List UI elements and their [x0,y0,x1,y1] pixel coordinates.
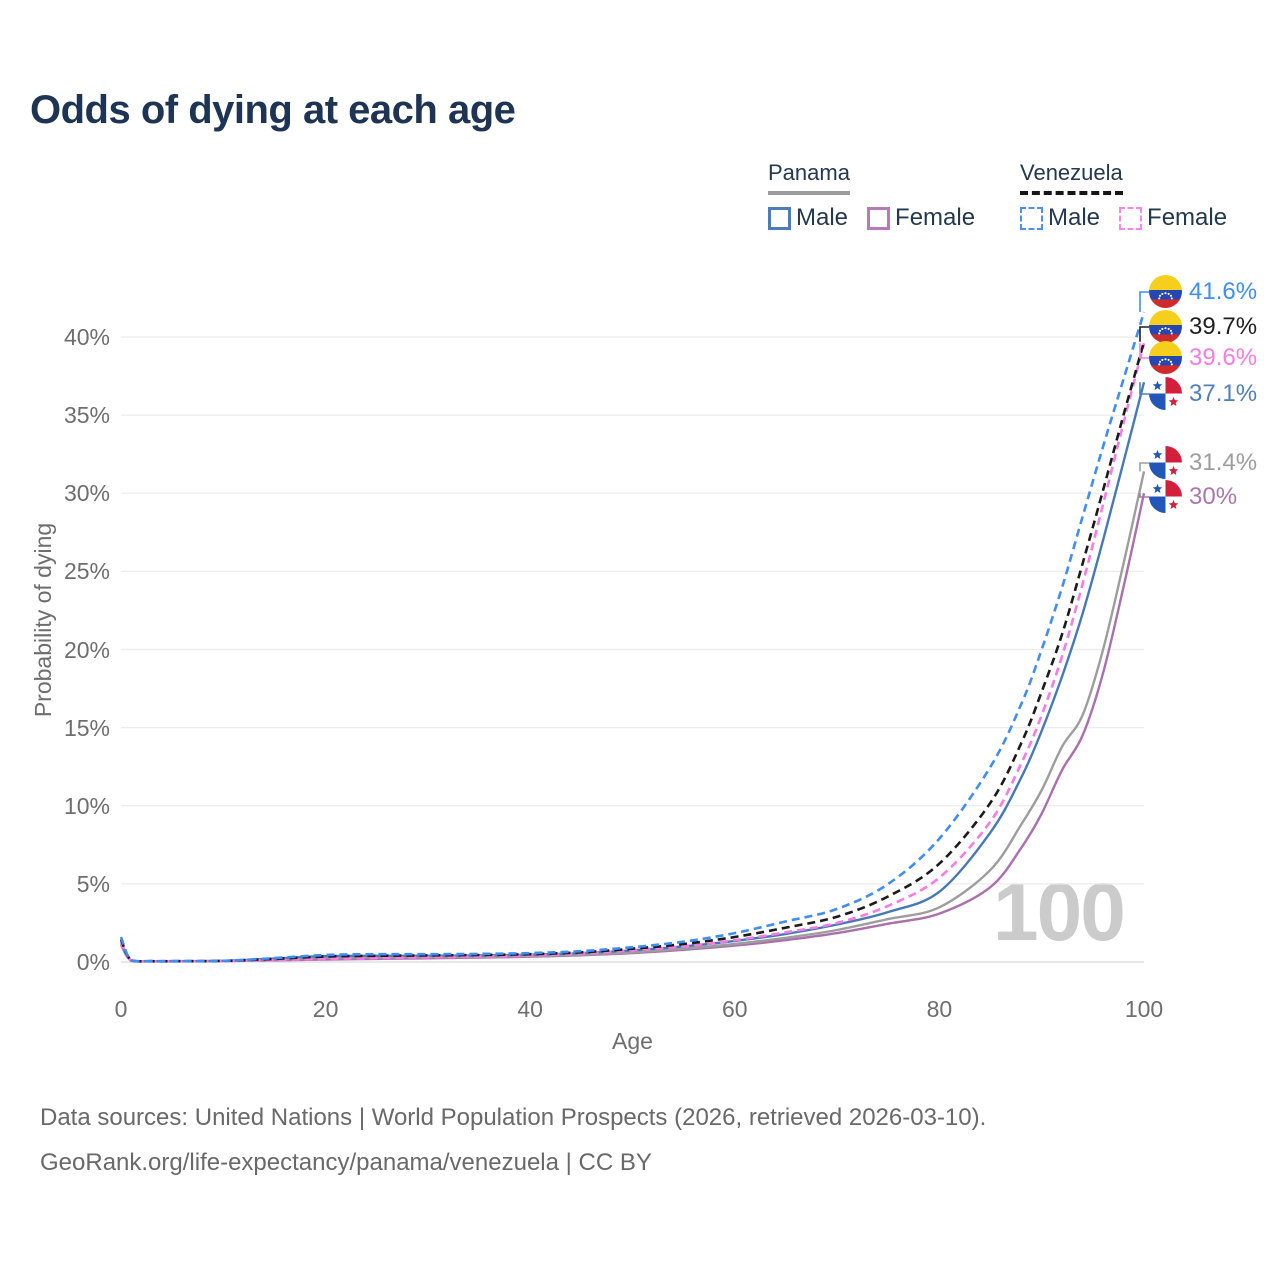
legend-item-label: Female [1147,204,1228,231]
end-label-value: 39.7% [1189,312,1258,340]
footer-sources: Data sources: United Nations | World Pop… [40,1104,987,1131]
y-tick-label: 40% [63,324,110,350]
x-tick-label: 20 [312,996,339,1022]
venezuela-female-line-swatch-icon [1119,206,1143,230]
legend-items-panama: Male Female [768,204,975,232]
end-label-value: 31.4% [1189,448,1258,476]
legend-item-label: Male [1048,204,1101,231]
series-line-venezuela-male[interactable] [119,311,1146,963]
venezuela-male-line-swatch-icon [1020,206,1043,230]
end-label-row: 37.1% [1149,377,1257,410]
flag-icon-panama [1149,480,1182,513]
end-label-connector [1139,343,1149,359]
end-label-connector [1139,291,1149,312]
end-label-value: 30% [1189,482,1238,510]
x-max-watermark: 100 [993,867,1126,958]
legend-country-venezuela[interactable]: Venezuela [1020,160,1123,195]
end-label-row: 30% [1149,480,1237,513]
end-label-value: 41.6% [1189,277,1258,305]
y-tick-label: 15% [63,714,110,741]
panama-male-line-swatch-icon [768,206,791,230]
legend-item-label: Female [895,204,976,231]
flag-icon-panama [1149,446,1182,479]
legend-item-venezuela-male[interactable]: Male [1020,204,1100,232]
y-tick-label: 25% [63,558,110,585]
end-label-value: 39.6% [1189,343,1258,371]
series-line-panama-male[interactable] [119,382,1146,963]
series-line-venezuela-female[interactable] [119,342,1146,963]
x-tick-label: 80 [926,996,953,1022]
x-tick-label: 40 [517,996,543,1022]
footer: Data sources: United Nations | World Pop… [40,1104,986,1194]
y-tick-label: 30% [63,480,110,507]
end-label-connector [1139,462,1149,472]
y-tick-label: 20% [63,636,110,663]
end-label-row: 39.7% [1149,310,1257,343]
chart-title: Odds of dying at each age [30,88,516,132]
end-label-connector [1139,382,1149,395]
end-label-row: 39.6% [1149,341,1257,374]
end-label-connector [1139,493,1149,498]
legend-country-panama[interactable]: Panama [768,160,850,195]
x-tick-label: 60 [722,996,748,1022]
x-tick-label: 100 [1124,996,1164,1022]
legend-group-panama: Panama Male Female [768,160,975,232]
end-label-row: 31.4% [1149,446,1257,479]
flag-icon-venezuela [1149,275,1182,308]
end-label-value: 37.1% [1189,379,1258,407]
end-label-row: 41.6% [1149,275,1257,308]
legend-item-panama-male[interactable]: Male [768,204,848,232]
y-tick-label: 10% [63,792,110,819]
flag-icon-venezuela [1149,310,1182,343]
panama-female-line-swatch-icon [867,206,891,230]
flag-icon-venezuela [1149,341,1182,374]
y-tick-label: 5% [76,870,110,897]
y-tick-label: 35% [63,402,110,429]
y-tick-label: 0% [76,949,110,975]
x-tick-label: 0 [114,996,128,1022]
footer-attribution: GeoRank.org/life-expectancy/panama/venez… [40,1149,652,1176]
legend-item-label: Male [796,204,849,231]
series-line-venezuela-both-sexes[interactable] [119,341,1146,963]
end-label-connector [1139,326,1149,342]
flag-icon-panama [1149,377,1182,410]
x-axis-title: Age [612,1028,653,1054]
legend-item-panama-female[interactable]: Female [867,204,975,232]
legend-item-venezuela-female[interactable]: Female [1119,204,1227,232]
legend-items-venezuela: Male Female [1020,204,1227,232]
legend-group-venezuela: Venezuela Male Female [1020,160,1227,232]
